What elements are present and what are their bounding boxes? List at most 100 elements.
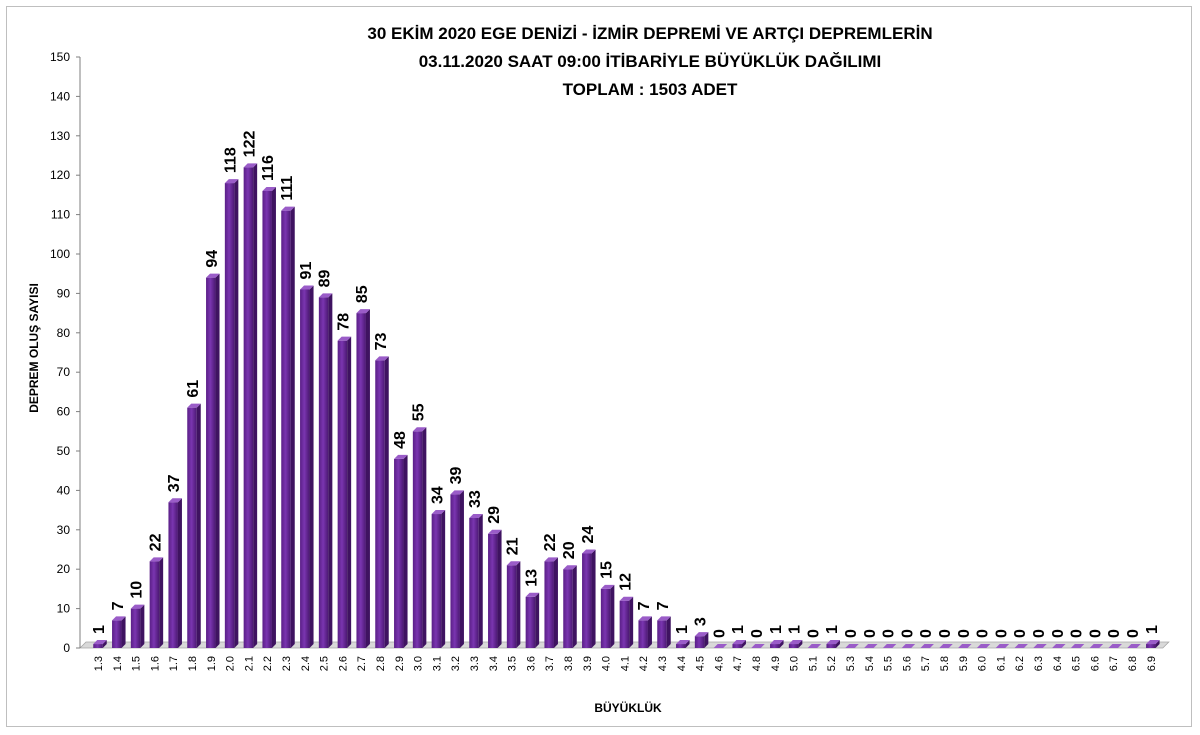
bar-side bbox=[610, 584, 615, 648]
bar bbox=[375, 356, 389, 648]
bar-top bbox=[300, 285, 314, 290]
x-tick-label: 6.0 bbox=[977, 656, 989, 671]
bar bbox=[600, 584, 615, 648]
bar-top bbox=[337, 336, 352, 341]
bar bbox=[619, 596, 634, 648]
y-axis-label: DEPREM OLUŞ SAYISI bbox=[27, 283, 41, 413]
x-tick-label: 4.9 bbox=[770, 656, 782, 671]
data-label: 0 bbox=[1050, 629, 1067, 638]
bar bbox=[1052, 644, 1066, 649]
bar-side bbox=[384, 356, 389, 648]
x-tick-label: 3.8 bbox=[563, 656, 575, 671]
bar-front bbox=[469, 517, 479, 648]
bar-side bbox=[535, 592, 540, 648]
bar-front bbox=[262, 190, 272, 648]
bar-side bbox=[666, 616, 671, 648]
x-tick-label: 6.5 bbox=[1071, 656, 1083, 671]
x-tick-label: 6.8 bbox=[1127, 656, 1139, 671]
bar-side bbox=[422, 427, 427, 648]
bar-front bbox=[149, 561, 160, 648]
bar bbox=[337, 336, 352, 648]
bar-top bbox=[412, 427, 427, 432]
data-label: 0 bbox=[918, 629, 935, 638]
bar bbox=[1108, 644, 1122, 649]
bar-side bbox=[271, 186, 276, 648]
bar-side bbox=[290, 206, 295, 648]
bar bbox=[901, 644, 916, 649]
y-tick-label: 30 bbox=[57, 523, 71, 537]
bar bbox=[243, 163, 258, 648]
bar bbox=[1146, 640, 1160, 648]
bar bbox=[488, 529, 502, 648]
x-tick-label: 5.1 bbox=[807, 656, 819, 671]
x-tick-label: 3.1 bbox=[431, 656, 443, 671]
x-tick-label: 5.2 bbox=[826, 656, 838, 671]
data-label: 0 bbox=[993, 629, 1010, 638]
bar bbox=[1070, 644, 1085, 649]
y-tick-label: 10 bbox=[57, 602, 71, 616]
data-label: 0 bbox=[843, 629, 860, 638]
x-tick-label: 5.8 bbox=[939, 656, 951, 671]
bar-side bbox=[516, 561, 521, 648]
bar-front bbox=[525, 596, 536, 648]
x-tick-label: 2.9 bbox=[394, 656, 406, 671]
bar-top bbox=[582, 549, 596, 554]
data-label: 0 bbox=[1106, 629, 1123, 638]
y-tick-label: 150 bbox=[50, 50, 70, 64]
data-label: 85 bbox=[354, 285, 371, 303]
bar-front bbox=[676, 644, 686, 648]
bar-top bbox=[488, 529, 502, 534]
bar bbox=[506, 561, 521, 648]
data-label: 91 bbox=[298, 262, 315, 280]
y-tick-label: 70 bbox=[57, 365, 71, 379]
data-label: 0 bbox=[899, 629, 916, 638]
bar bbox=[676, 640, 690, 648]
bar-side bbox=[647, 616, 652, 648]
bar bbox=[262, 186, 276, 648]
x-tick-label: 1.8 bbox=[187, 656, 199, 671]
y-axis: 0 10 20 30 40 50 60 70 80 90 100 110 120 130 140 150 bbox=[50, 50, 81, 655]
bar-side bbox=[553, 557, 558, 648]
bar bbox=[638, 616, 652, 648]
bar-top bbox=[958, 644, 972, 648]
bar-side bbox=[234, 179, 239, 648]
data-label: 0 bbox=[937, 629, 954, 638]
bar-front bbox=[431, 514, 442, 648]
bar-front bbox=[1146, 644, 1156, 648]
bar bbox=[713, 644, 728, 649]
x-tick-label: 1.9 bbox=[206, 656, 218, 671]
bar bbox=[920, 644, 934, 649]
bar-front bbox=[412, 431, 423, 648]
chart-frame bbox=[6, 6, 1192, 727]
bar bbox=[882, 644, 897, 649]
bar-front bbox=[337, 340, 348, 648]
bar-side bbox=[459, 490, 464, 648]
data-label: 7 bbox=[636, 601, 653, 610]
x-tick-label: 2.8 bbox=[375, 656, 387, 671]
x-tick-label: 4.7 bbox=[732, 656, 744, 671]
bar bbox=[431, 510, 446, 648]
bar-top bbox=[901, 644, 916, 648]
bar-top bbox=[1014, 644, 1028, 648]
bar-top bbox=[262, 186, 276, 191]
bar bbox=[168, 498, 182, 648]
data-label: 73 bbox=[373, 332, 390, 350]
data-label: 39 bbox=[448, 466, 465, 484]
bar-side bbox=[629, 596, 634, 648]
bar-top bbox=[544, 557, 558, 562]
bar-front bbox=[582, 553, 592, 648]
bar-top bbox=[713, 644, 728, 648]
x-tick-label: 5.0 bbox=[789, 656, 801, 671]
bar-top bbox=[525, 592, 540, 597]
bar bbox=[1127, 644, 1141, 649]
bar-front bbox=[130, 608, 141, 648]
bar-top bbox=[807, 644, 822, 648]
data-label: 0 bbox=[975, 629, 992, 638]
bar bbox=[450, 490, 464, 648]
x-tick-label: 5.3 bbox=[845, 656, 857, 671]
bar-side bbox=[253, 163, 258, 648]
data-label: 1 bbox=[91, 625, 108, 634]
bar-top bbox=[770, 640, 784, 645]
bar-top bbox=[187, 403, 201, 408]
x-tick-label: 4.5 bbox=[695, 656, 707, 671]
